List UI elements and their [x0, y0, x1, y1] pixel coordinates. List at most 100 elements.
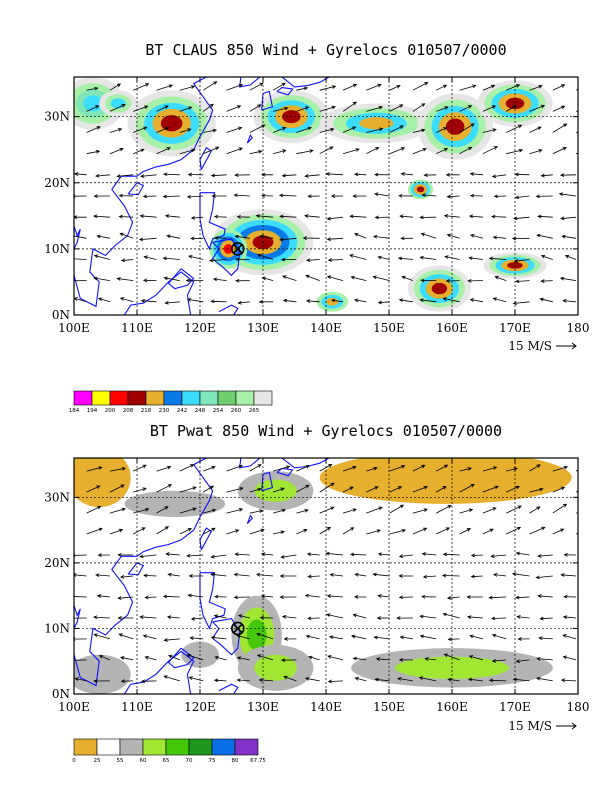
wind-vector	[560, 678, 577, 683]
wind-vector	[96, 234, 110, 239]
wind-vector	[467, 278, 483, 283]
wind-vector	[412, 82, 429, 91]
wind-vector	[74, 234, 87, 239]
wind-vector	[74, 659, 87, 662]
wind-vector	[279, 574, 297, 578]
wind-vector	[273, 530, 286, 535]
wind-vector	[187, 172, 204, 177]
wind-vector	[535, 194, 553, 199]
wind-vector	[139, 214, 157, 218]
wind-vector	[342, 465, 357, 472]
wind-vector	[140, 174, 157, 178]
field-contour	[431, 282, 448, 295]
wind-vector	[279, 214, 297, 219]
colorbar-swatch	[73, 390, 93, 406]
colorbar-label: 200	[105, 408, 116, 414]
wind-vector	[398, 658, 413, 662]
wind-vector	[459, 508, 474, 514]
colorbar-swatch	[163, 390, 183, 406]
colorbar-label: 218	[141, 408, 152, 414]
wind-vector	[564, 254, 577, 260]
wind-vector	[120, 258, 134, 263]
wind-vector	[375, 657, 390, 661]
wind-vector	[163, 276, 180, 281]
wind-vector	[537, 554, 553, 558]
wind-vector	[506, 527, 522, 535]
wind-vector	[133, 83, 150, 91]
wind-vector	[296, 529, 308, 535]
wind-vector	[296, 508, 309, 514]
wind-vector	[389, 104, 404, 112]
wind-vector	[118, 214, 134, 219]
x-tick-label: 130E	[247, 700, 279, 714]
wind-vector	[469, 193, 483, 198]
wind-vector	[236, 634, 250, 640]
wind-vector	[538, 636, 553, 640]
wind-vector	[552, 84, 566, 91]
wind-vector	[86, 506, 102, 514]
wind-vector	[144, 595, 157, 600]
wind-vector	[319, 105, 336, 112]
colorbar-label: 248	[195, 408, 206, 414]
coastline	[199, 192, 226, 251]
wind-vector	[436, 84, 448, 91]
wind-vector	[93, 615, 110, 620]
pwat-panel: BT Pwat 850 Wind + Gyrelocs 010507/0000 1…	[44, 422, 589, 764]
wind-vector	[86, 149, 101, 155]
colorbar-label: 75	[209, 758, 216, 764]
wind-vector	[537, 594, 553, 598]
wind-vector	[133, 464, 147, 472]
wind-vector	[156, 465, 172, 472]
wind-vector	[389, 147, 406, 155]
wind-vector	[539, 616, 553, 621]
wind-vector	[95, 173, 110, 178]
wind-vector	[421, 193, 437, 197]
wind-vector	[366, 529, 382, 535]
coastline	[261, 471, 274, 492]
coastline	[276, 467, 294, 477]
wind-vector	[482, 528, 494, 535]
wind-vector	[374, 172, 390, 177]
wind-vector	[305, 258, 320, 262]
wind-vector	[442, 552, 460, 557]
wind-vector	[459, 84, 477, 91]
colorbar-label: 254	[213, 408, 224, 414]
wind-vector	[342, 527, 355, 535]
wind-vector	[459, 467, 473, 472]
wind-vector	[514, 195, 530, 200]
wind-vector	[235, 278, 250, 283]
shaded-field	[74, 458, 578, 694]
wind-vector	[419, 298, 437, 303]
wind-vector	[210, 554, 227, 559]
wind-vector	[185, 278, 204, 283]
wind-vector	[202, 103, 214, 112]
wind-vector	[117, 553, 134, 557]
wind-vector	[446, 233, 460, 239]
wind-vector	[373, 234, 390, 239]
wind-vector	[233, 193, 250, 198]
colorbar-swatch	[142, 738, 167, 756]
wind-vector	[354, 676, 367, 682]
colorbar-swatch	[211, 738, 236, 756]
wind-vector	[133, 148, 145, 155]
wind-vector	[156, 484, 173, 493]
wind-vector	[118, 193, 134, 198]
coastline	[261, 90, 274, 111]
wind-vector	[259, 615, 274, 620]
wind-vector	[447, 637, 460, 642]
wind-vector	[366, 127, 384, 133]
wind-vector	[93, 214, 110, 219]
wind-vector	[306, 299, 320, 303]
wind-vector	[179, 106, 193, 112]
wind-vector	[466, 595, 483, 599]
wind-vector	[398, 298, 413, 303]
wind-vector	[213, 214, 227, 219]
wind-vector	[272, 508, 286, 514]
wind-vector	[491, 659, 507, 663]
wind-vector	[234, 234, 250, 239]
wind-vectors	[74, 81, 578, 306]
wind-vector	[74, 573, 87, 577]
wind-vector	[203, 465, 216, 472]
wind-vector	[420, 278, 437, 283]
wind-vector	[352, 656, 367, 661]
